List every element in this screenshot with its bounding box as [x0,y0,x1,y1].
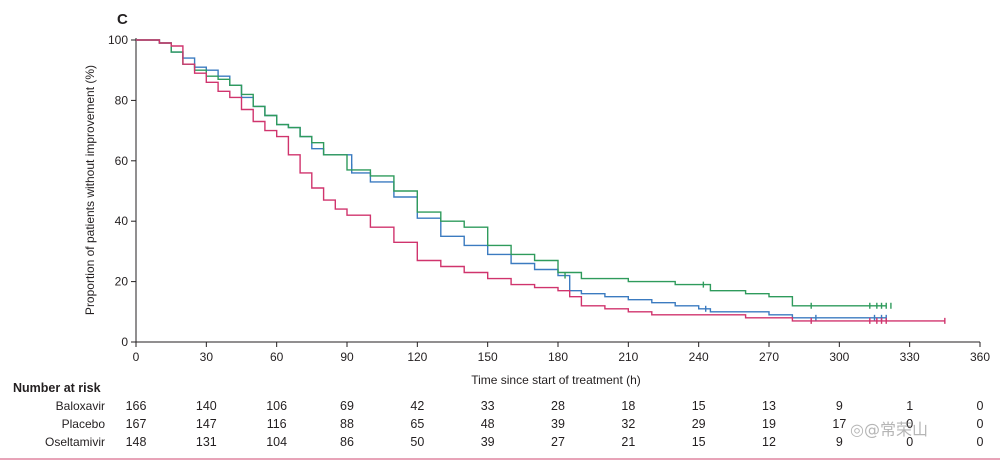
x-tick-label: 300 [829,350,849,364]
risk-value: 9 [836,399,843,413]
risk-value: 88 [340,417,354,431]
risk-table: Baloxavir 166 140 106 69 42 33 28 18 15 13 9 1 0 Place… [45,399,984,449]
x-tick-label: 180 [548,350,568,364]
risk-value: 69 [340,399,354,413]
x-tick-label: 210 [618,350,638,364]
risk-value: 9 [836,435,843,449]
risk-value: 32 [621,417,635,431]
risk-value: 13 [762,399,776,413]
curve-baloxavir [136,39,887,319]
risk-value: 15 [692,435,706,449]
risk-value: 116 [267,417,287,431]
y-tick-label: 20 [115,275,129,289]
risk-value: 48 [481,417,495,431]
x-tick-label: 30 [200,350,214,364]
risk-value: 21 [621,435,635,449]
risk-value: 39 [551,417,565,431]
risk-value: 65 [410,417,424,431]
x-tick-label: 60 [270,350,284,364]
risk-row-label: Placebo [62,417,106,431]
risk-value: 42 [410,399,424,413]
risk-value: 131 [196,435,217,449]
risk-row-label: Oseltamivir [45,435,105,449]
risk-value: 0 [977,435,984,449]
risk-value: 148 [126,435,147,449]
y-tick-label: 40 [115,214,129,228]
y-axis-title: Proportion of patients without improveme… [83,65,97,315]
x-tick-label: 120 [407,350,427,364]
risk-value: 29 [692,417,706,431]
y-tick-label: 80 [115,93,129,107]
risk-value: 12 [762,435,776,449]
risk-value: 0 [906,417,913,431]
x-tick-label: 270 [759,350,779,364]
risk-value: 28 [551,399,565,413]
risk-value: 0 [906,435,913,449]
x-tick-label: 330 [900,350,920,364]
x-tick-label: 0 [133,350,140,364]
risk-table-title: Number at risk [13,381,101,395]
risk-value: 18 [621,399,635,413]
risk-value: 50 [410,435,424,449]
y-tick-label: 100 [108,33,128,47]
risk-value: 39 [481,435,495,449]
survival-curves [136,39,946,324]
y-tick-label: 60 [115,154,129,168]
bottom-rule [0,458,1000,460]
panel-label: C [117,11,128,28]
x-tick-label: 360 [970,350,990,364]
risk-value: 1 [906,399,913,413]
risk-value: 33 [481,399,495,413]
axes: 0 30 60 90 120 150 180 210 240 270 300 330 360 0 20 40 6… [108,33,990,364]
curve-oseltamivir [136,39,945,322]
x-tick-label: 240 [689,350,709,364]
risk-row-label: Baloxavir [56,399,105,413]
x-axis-title: Time since start of treatment (h) [471,373,641,387]
risk-value: 0 [977,417,984,431]
risk-value: 104 [266,435,287,449]
x-tick-label: 150 [478,350,498,364]
risk-value: 27 [551,435,565,449]
risk-value: 17 [832,417,846,431]
risk-value: 167 [126,417,147,431]
risk-value: 0 [977,399,984,413]
risk-value: 106 [266,399,287,413]
y-tick-label: 0 [121,335,128,349]
risk-value: 147 [196,417,217,431]
x-tick-label: 90 [340,350,354,364]
curve-placebo [136,39,887,307]
watermark: ◎@常荣山 [850,420,928,439]
risk-value: 166 [126,399,147,413]
risk-value: 140 [196,399,217,413]
risk-value: 15 [692,399,706,413]
risk-value: 19 [762,417,776,431]
risk-value: 86 [340,435,354,449]
